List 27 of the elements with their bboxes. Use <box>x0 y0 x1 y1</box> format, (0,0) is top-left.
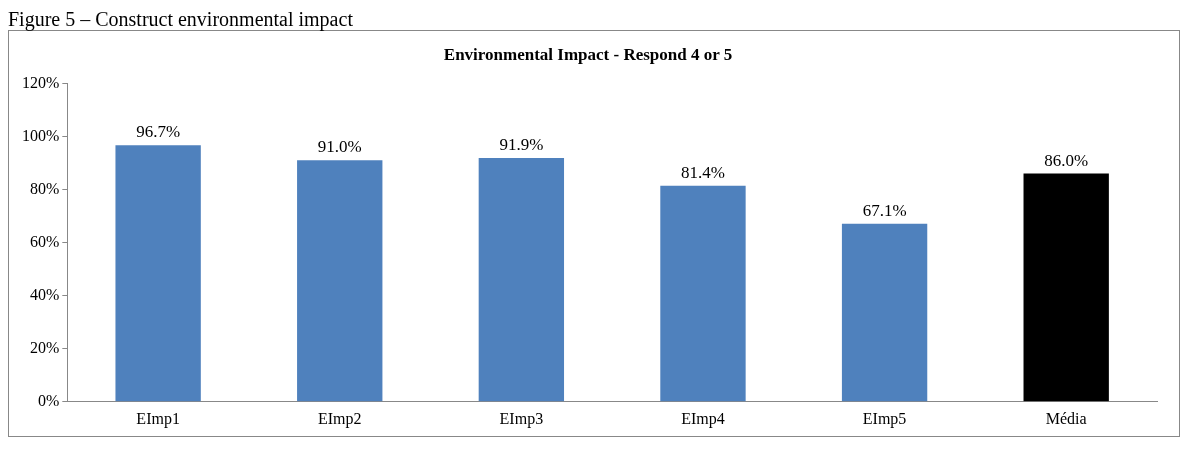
x-tick-label: EImp5 <box>862 409 907 428</box>
y-tick-label: 0% <box>38 392 60 409</box>
y-tick-label: 40% <box>30 285 60 303</box>
caption: Figure 5 – Construct environmental impact <box>8 8 354 30</box>
y-tick-label: 120% <box>22 73 60 91</box>
x-tick-label: Média <box>1045 409 1087 427</box>
bar <box>297 160 383 402</box>
bar <box>1023 173 1109 402</box>
x-tick-label: EImp2 <box>317 409 362 428</box>
bar <box>841 223 928 402</box>
data-label: 96.7% <box>136 122 181 142</box>
y-tick-label: 100% <box>22 126 60 144</box>
y-tick-label: 80% <box>30 179 60 197</box>
bar <box>660 185 746 402</box>
data-label: 91.0% <box>317 137 362 157</box>
x-tick-label: EImp3 <box>499 409 544 428</box>
x-tick-label: EImp1 <box>136 409 180 428</box>
data-label: 67.1% <box>862 200 907 220</box>
chart-title: Environmental Impact - Respond 4 or 5 <box>443 44 733 64</box>
y-tick-label: 20% <box>30 338 60 356</box>
bar <box>115 145 201 402</box>
y-tick-label: 60% <box>30 232 60 250</box>
data-label: 91.9% <box>499 134 544 154</box>
x-tick-label: EImp4 <box>681 409 725 428</box>
data-label: 81.4% <box>681 162 725 182</box>
bar <box>478 157 565 402</box>
data-label: 86.0% <box>1044 150 1089 170</box>
